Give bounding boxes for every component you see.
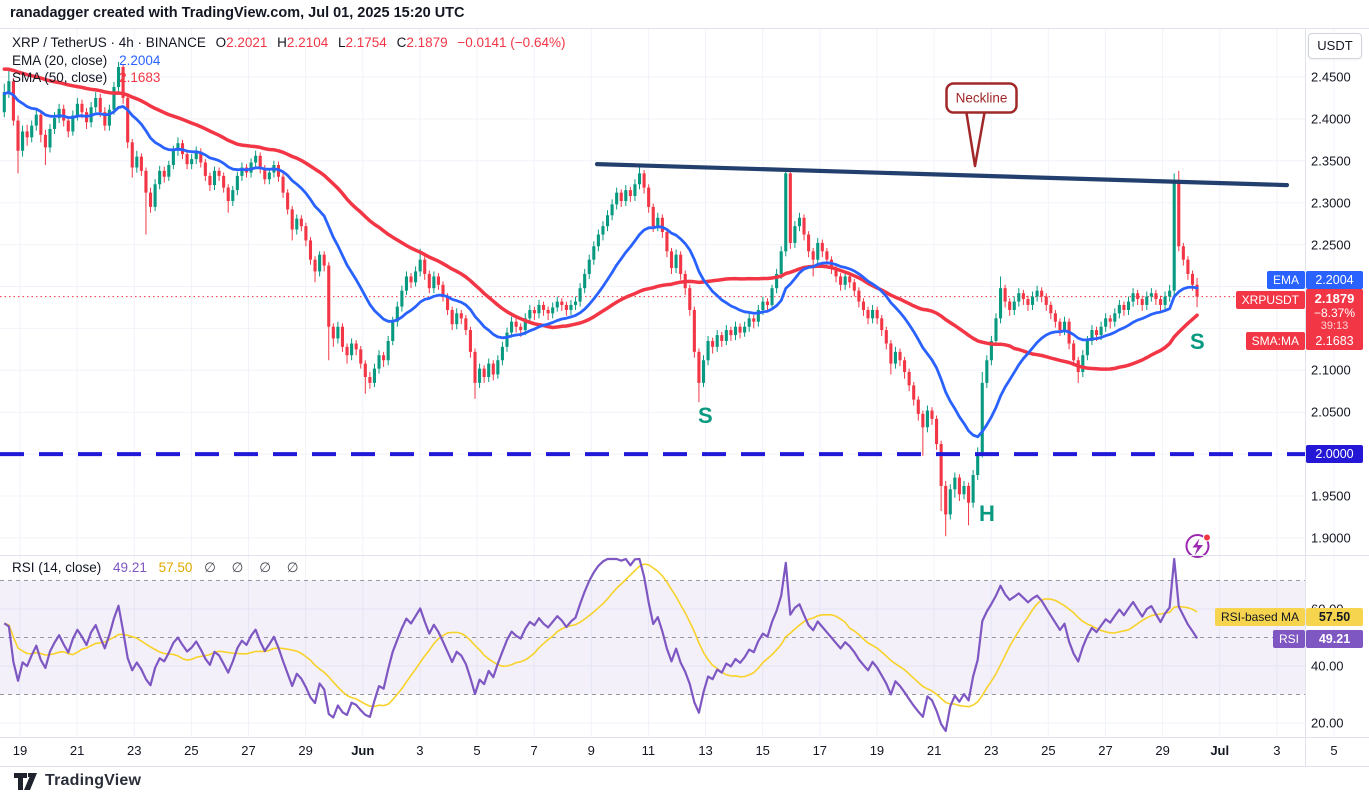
high-value: 2.2104 xyxy=(286,35,329,50)
sma-price-tag: SMA:MA xyxy=(1245,332,1305,350)
price-axis-label: 1.9500 xyxy=(1311,488,1351,504)
time-axis-label: 25 xyxy=(184,743,199,758)
rsi-tag: RSI xyxy=(1272,630,1305,648)
close-value: 2.1879 xyxy=(406,35,448,50)
session-change-pct: −8.37% xyxy=(1313,306,1356,320)
symbol-title: XRP / TetherUS · 4h · BINANCE xyxy=(12,35,206,50)
support-level-badge: 2.0000 xyxy=(1306,445,1363,463)
sma-value: 2.1683 xyxy=(119,70,161,85)
price-axis-label: 2.4000 xyxy=(1311,111,1351,127)
time-axis-label: 19 xyxy=(12,743,28,758)
symbol-price-badge: 2.1879 −8.37% 39:13 xyxy=(1306,289,1363,335)
ema-label: EMA (20, close) xyxy=(12,52,108,68)
neckline-label: Neckline xyxy=(956,91,1008,106)
time-axis-label: 21 xyxy=(926,743,942,758)
time-axis-label: Jul xyxy=(1210,743,1230,758)
rsi-axis-label: 20.00 xyxy=(1311,715,1344,731)
time-axis-separator xyxy=(0,737,1369,738)
symbol-price-tag: XRPUSDT xyxy=(1235,291,1305,309)
ema-value: 2.2004 xyxy=(119,52,161,68)
price-axis-label: 1.9000 xyxy=(1311,530,1351,546)
price-axis-label: 2.3000 xyxy=(1311,195,1351,211)
rsi-value: 49.21 xyxy=(113,560,147,575)
time-axis-label: 17 xyxy=(812,743,828,758)
close-label: C xyxy=(396,35,407,50)
time-axis-label: Jun xyxy=(351,743,375,758)
attribution-header: ranadagger created with TradingView.com,… xyxy=(10,5,465,21)
flash-icon[interactable] xyxy=(1185,533,1211,558)
time-axis-label: 19 xyxy=(869,743,885,758)
time-axis-label: 3 xyxy=(1273,743,1281,758)
rsi-line xyxy=(3,557,1199,733)
tradingview-logo-icon[interactable] xyxy=(14,772,38,790)
neckline-callout[interactable]: Neckline xyxy=(945,82,1018,168)
change-value: −0.0141 (−0.64%) xyxy=(457,35,566,50)
ema-legend-row[interactable]: EMA (20, close) 2.2004 xyxy=(12,52,565,70)
left-shoulder-label[interactable]: S xyxy=(698,403,713,428)
time-axis-label: 23 xyxy=(127,743,142,758)
footer-bar: TradingView xyxy=(14,772,141,790)
price-axis-border xyxy=(1305,28,1306,766)
head-label[interactable]: H xyxy=(979,501,995,526)
sma-50-line xyxy=(2,67,1199,371)
bar-countdown: 39:13 xyxy=(1320,320,1349,332)
rsi-ma-badge: 57.50 xyxy=(1306,608,1363,626)
time-axis-label: 23 xyxy=(983,743,999,758)
last-price: 2.1879 xyxy=(1314,291,1355,306)
rsi-badge: 49.21 xyxy=(1306,630,1363,648)
time-axis-label: 11 xyxy=(641,743,656,758)
callout-tail xyxy=(964,108,987,168)
time-axis-label: 13 xyxy=(698,743,713,758)
time-axis-label: 29 xyxy=(298,743,313,758)
notification-dot xyxy=(1203,533,1211,542)
rsi-ma-value: 57.50 xyxy=(158,560,193,575)
time-axis-label: 5 xyxy=(473,743,481,758)
time-axis-label: 7 xyxy=(530,743,538,758)
rsi-label: RSI (14, close) xyxy=(12,560,102,575)
time-axis-label: 15 xyxy=(755,743,770,758)
callout-bubble xyxy=(945,82,1018,114)
footer-separator xyxy=(0,766,1369,767)
time-axis-label: 29 xyxy=(1155,743,1170,758)
low-value: 2.1754 xyxy=(345,35,387,50)
time-axis-label: 5 xyxy=(1330,743,1338,758)
price-axis-label: 2.0500 xyxy=(1311,404,1351,420)
open-value: 2.2021 xyxy=(226,35,268,50)
rsi-axis-label: 40.00 xyxy=(1311,658,1344,674)
time-axis-label: 3 xyxy=(416,743,424,758)
tradingview-logo-text[interactable]: TradingView xyxy=(45,772,142,789)
symbol-legend-row[interactable]: XRP / TetherUS · 4h · BINANCE O2.2021 H2… xyxy=(12,34,565,52)
ema-20-line xyxy=(2,91,1199,439)
neckline-trendline[interactable] xyxy=(594,162,1290,188)
price-axis-label: 2.4500 xyxy=(1311,69,1351,85)
pane-separator[interactable] xyxy=(0,555,1369,556)
price-axis-label: 2.2500 xyxy=(1311,237,1351,253)
rsi-hidden-plots: ∅ ∅ ∅ ∅ xyxy=(204,560,305,575)
rsi-legend-row[interactable]: RSI (14, close) 49.21 57.50 ∅ ∅ ∅ ∅ xyxy=(12,560,304,576)
ema-price-tag: EMA xyxy=(1266,271,1305,289)
main-legend: XRP / TetherUS · 4h · BINANCE O2.2021 H2… xyxy=(12,34,565,87)
header-separator xyxy=(0,28,1369,29)
ema-price-badge: 2.2004 xyxy=(1306,271,1363,289)
time-axis-label: 9 xyxy=(587,743,595,758)
sma-price-badge: 2.1683 xyxy=(1306,332,1363,350)
time-axis-label: 21 xyxy=(69,743,85,758)
rsi-pane-layer xyxy=(0,580,1305,695)
rsi-ma-tag: RSI-based MA xyxy=(1214,608,1305,626)
sma-label: SMA (50, close) xyxy=(12,70,108,85)
price-axis-label: 2.3500 xyxy=(1311,153,1351,169)
currency-toggle-button[interactable]: USDT xyxy=(1308,33,1362,59)
price-axis-label: 2.1000 xyxy=(1311,362,1351,378)
candlestick-series xyxy=(2,61,1199,537)
right-shoulder-label[interactable]: S xyxy=(1190,329,1205,354)
time-axis-label: 27 xyxy=(1098,743,1113,758)
sma-legend-row[interactable]: SMA (50, close) 2.1683 xyxy=(12,69,565,87)
open-label: O xyxy=(215,35,227,50)
low-label: L xyxy=(337,35,346,50)
time-axis-label: 25 xyxy=(1041,743,1056,758)
time-axis-label: 27 xyxy=(241,743,256,758)
high-label: H xyxy=(277,35,287,50)
